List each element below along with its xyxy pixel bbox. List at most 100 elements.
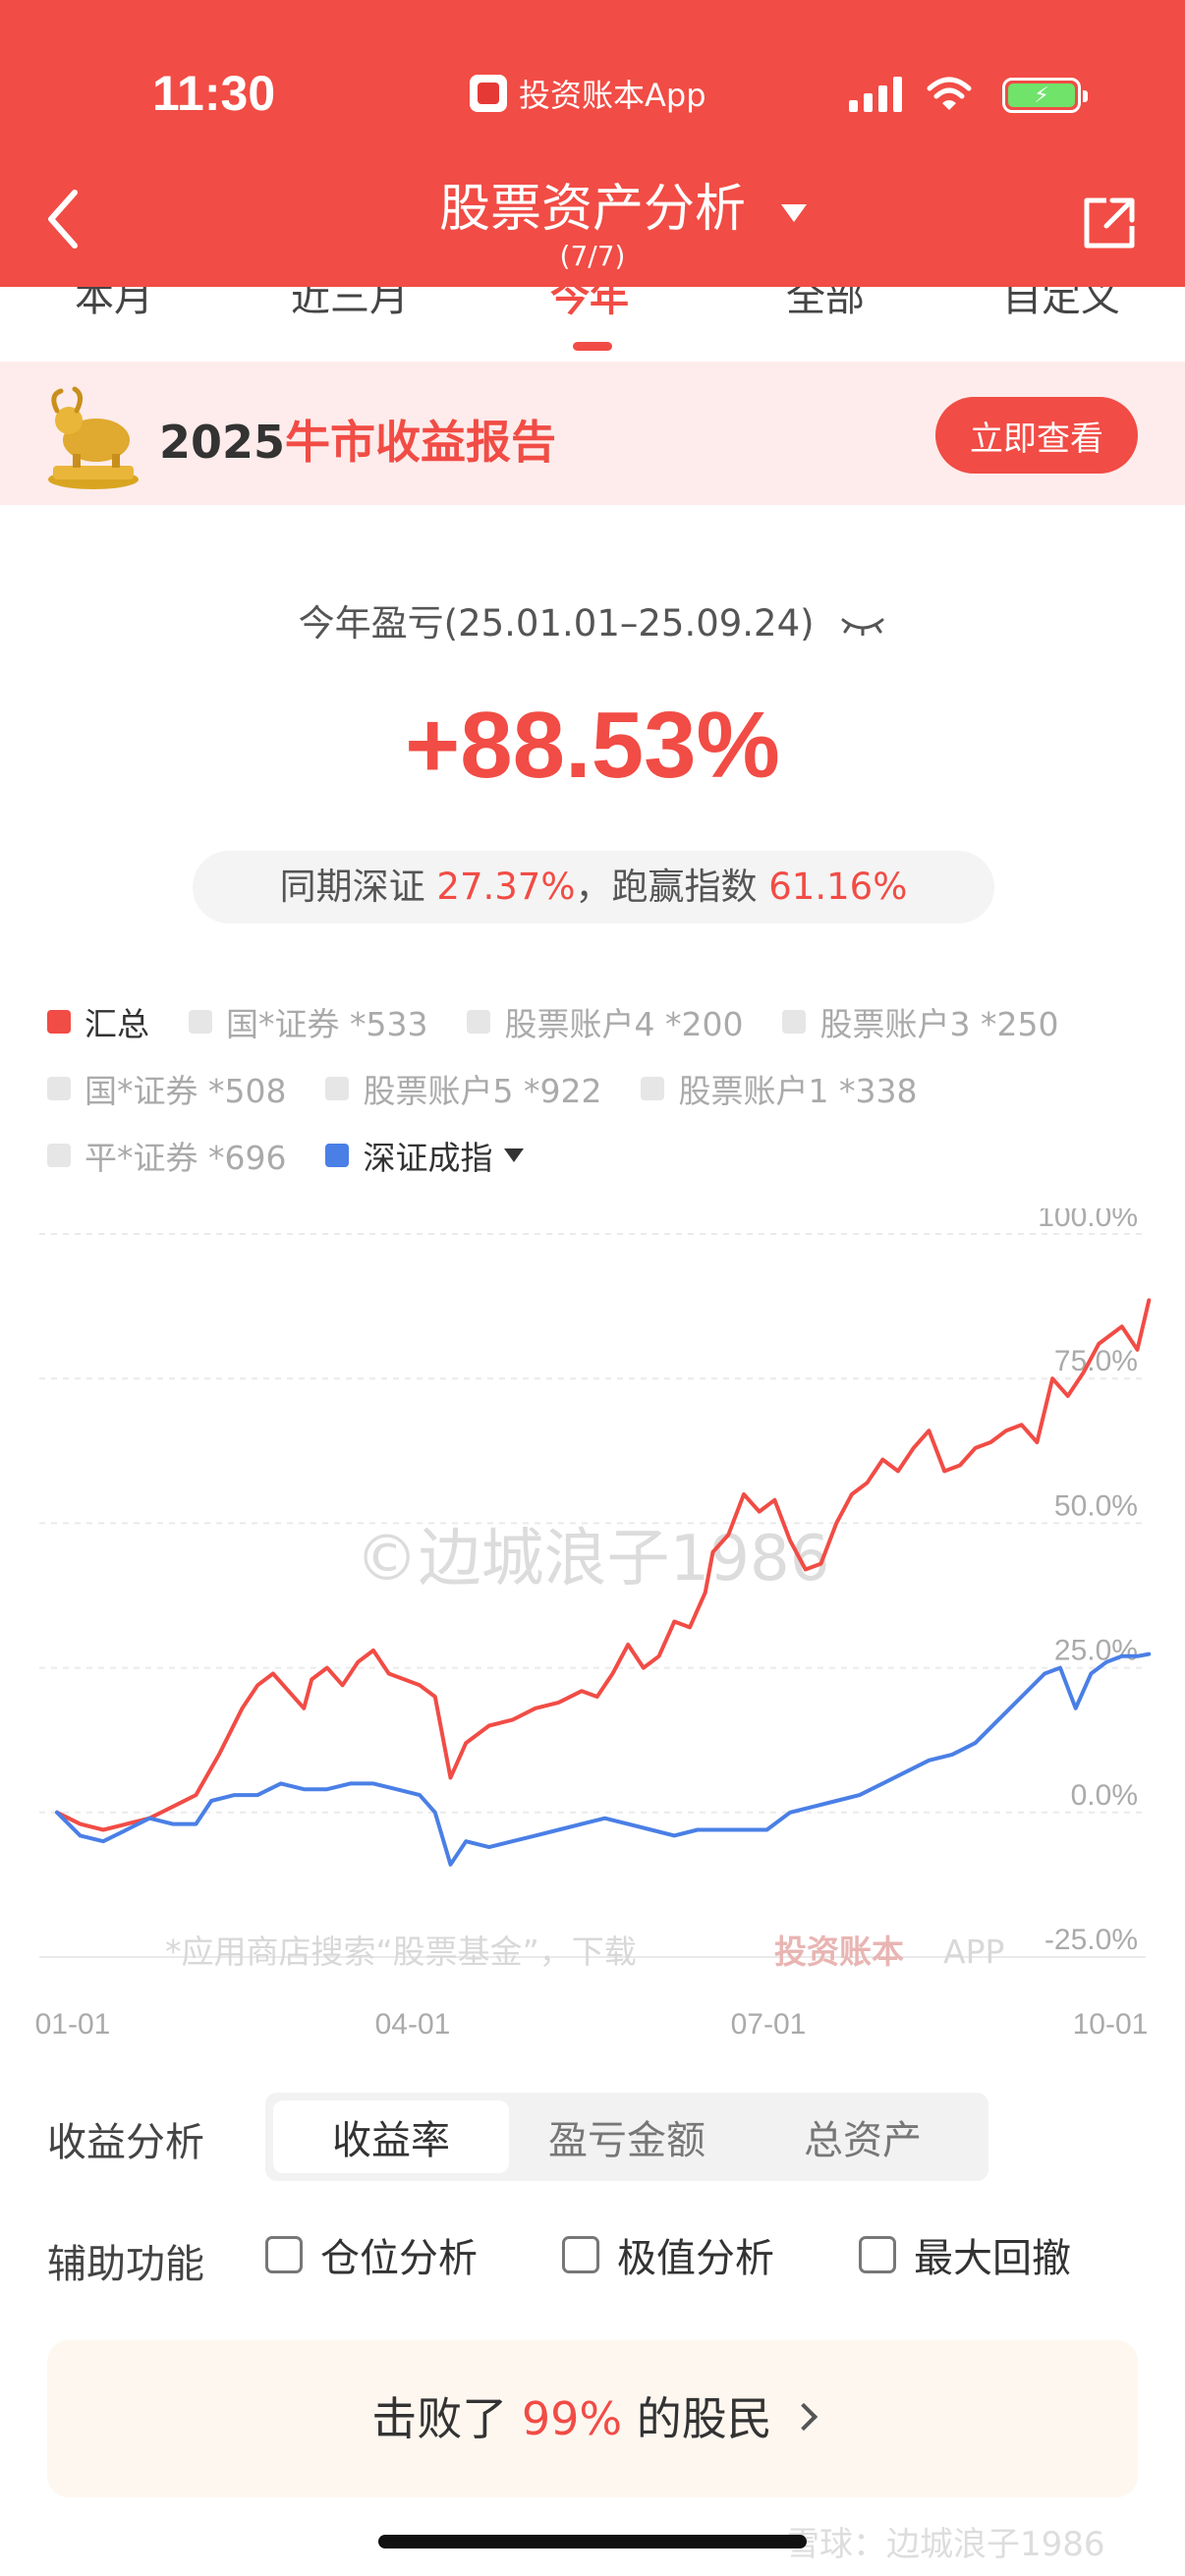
series-line-summary	[55, 1298, 1152, 1832]
legend-label: 汇总	[85, 1005, 149, 1043]
tab-custom[interactable]: 自定义	[1002, 287, 1120, 320]
legend-item-account[interactable]: 股票账户1 *338	[641, 1065, 917, 1112]
legend-item-account[interactable]: 平*证券 *696	[47, 1132, 286, 1179]
legend-swatch	[47, 1010, 71, 1034]
beat-investors-card[interactable]: 击败了 99% 的股民	[47, 2340, 1138, 2497]
chart-footnote-suffix: APP	[943, 1932, 1004, 1971]
eye-closed-icon[interactable]	[839, 616, 886, 636]
beat-suffix: 的股民	[622, 2392, 772, 2445]
legend-label: 股票账户5 *922	[363, 1072, 602, 1110]
y-tick-label: 100.0%	[1038, 1208, 1138, 1233]
app-header: 11:30 投资账本App ⚡ 股票资产分析 (7/7)	[0, 0, 1185, 287]
y-tick-label: 25.0%	[1054, 1635, 1138, 1667]
compare-beat-pct: 61.16%	[768, 866, 908, 908]
position-analysis-checkbox[interactable]: 仓位分析	[265, 2226, 478, 2283]
checkbox-box[interactable]	[562, 2236, 599, 2273]
tab-three-months[interactable]: 近三月	[291, 287, 409, 320]
app-icon	[470, 75, 507, 112]
analysis-segmented-control: 收益率 盈亏金额 总资产	[265, 2093, 988, 2181]
share-icon[interactable]	[1081, 195, 1138, 252]
legend-row-3: 平*证券 *696 深证成指	[47, 1132, 563, 1179]
x-tick-label: 10-01	[1073, 2008, 1149, 2041]
index-comparison: 同期深证 27.37%，跑赢指数 61.16%	[193, 851, 994, 924]
view-report-button[interactable]: 立即查看	[935, 397, 1138, 474]
return-chart[interactable]: 100.0%75.0%50.0%25.0%0.0%-25.0%©边城浪子1986…	[0, 1208, 1185, 2073]
legend-row-2: 国*证券 *508 股票账户5 *922 股票账户1 *338	[47, 1065, 956, 1112]
checkbox-box[interactable]	[265, 2236, 303, 2273]
x-tick-label: 01-01	[35, 2008, 111, 2041]
legend-item-account[interactable]: 国*证券 *508	[47, 1065, 286, 1112]
golden-bull-icon	[48, 386, 139, 489]
legend-swatch	[325, 1077, 350, 1100]
extreme-analysis-checkbox[interactable]: 极值分析	[562, 2226, 774, 2283]
legend-swatch	[189, 1010, 212, 1034]
checkbox-label: 极值分析	[617, 2236, 774, 2281]
compare-prefix: 同期深证	[279, 866, 437, 908]
checkbox-label: 最大回撤	[914, 2236, 1071, 2281]
period-text: 今年盈亏(25.01.01–25.09.24)	[298, 602, 815, 644]
y-tick-label: 50.0%	[1054, 1489, 1138, 1522]
legend-label: 深证成指	[363, 1139, 493, 1177]
legend-label: 平*证券 *696	[85, 1139, 287, 1177]
tab-this-month[interactable]: 本月	[75, 287, 153, 320]
legend-label: 国*证券 *508	[85, 1072, 287, 1110]
active-tab-indicator	[573, 342, 612, 351]
legend-label: 股票账户4 *200	[504, 1005, 744, 1043]
legend-item-account[interactable]: 股票账户4 *200	[467, 998, 743, 1045]
legend-swatch	[782, 1010, 807, 1034]
legend-swatch	[641, 1077, 665, 1100]
footer-watermark: 雪球：边城浪子1986	[786, 2525, 1105, 2564]
period-tabs: 本月 近三月 今年 全部 自定义	[0, 287, 1185, 360]
legend-item-account[interactable]: 国*证券 *533	[189, 998, 427, 1045]
status-time: 11:30	[152, 66, 276, 121]
index-dropdown-icon	[504, 1148, 525, 1162]
legend-item-account[interactable]: 股票账户5 *922	[325, 1065, 601, 1112]
segment-return-rate[interactable]: 收益率	[273, 2100, 509, 2173]
wifi-icon	[927, 77, 972, 110]
banner-text: 牛市收益报告	[285, 416, 557, 469]
tab-this-year[interactable]: 今年	[550, 287, 629, 320]
beat-pct: 99%	[521, 2392, 623, 2445]
max-drawdown-checkbox[interactable]: 最大回撤	[859, 2226, 1071, 2283]
battery-charging-icon: ⚡	[1002, 78, 1088, 113]
legend-item-index[interactable]: 深证成指	[325, 1132, 525, 1179]
series-line-index	[55, 1652, 1152, 1867]
tab-all[interactable]: 全部	[786, 287, 865, 320]
legend-label: 国*证券 *533	[226, 1005, 428, 1043]
status-app-indicator[interactable]: 投资账本App	[470, 71, 706, 116]
segment-total-assets[interactable]: 总资产	[745, 2100, 981, 2173]
period-label: 今年盈亏(25.01.01–25.09.24)	[0, 593, 1185, 646]
legend-item-account[interactable]: 股票账户3 *250	[782, 998, 1058, 1045]
compare-mid: ，跑赢指数	[575, 866, 769, 908]
banner-year: 2025	[159, 416, 286, 469]
legend-label: 股票账户1 *338	[678, 1072, 918, 1110]
page-subtitle: (7/7)	[559, 240, 626, 272]
legend-swatch	[325, 1144, 350, 1167]
banner-title: 2025牛市收益报告	[159, 407, 556, 472]
checkbox-box[interactable]	[859, 2236, 896, 2273]
status-app-label: 投资账本App	[519, 77, 706, 114]
x-tick-label: 04-01	[375, 2008, 451, 2041]
legend-swatch	[47, 1144, 71, 1167]
y-tick-label: 0.0%	[1071, 1779, 1138, 1812]
report-banner[interactable]: 2025牛市收益报告 立即查看	[0, 362, 1185, 505]
y-tick-label: -25.0%	[1044, 1924, 1138, 1956]
page-title-wrap[interactable]: 股票资产分析	[0, 167, 1185, 241]
chevron-right-icon	[789, 2402, 818, 2431]
legend-label: 股票账户3 *250	[819, 1005, 1059, 1043]
checkbox-label: 仓位分析	[320, 2236, 478, 2281]
home-indicator[interactable]	[378, 2535, 807, 2548]
total-return: +88.53%	[405, 693, 780, 798]
legend-item-summary[interactable]: 汇总	[47, 998, 149, 1045]
legend-swatch	[467, 1010, 491, 1034]
analysis-label: 收益分析	[47, 2120, 204, 2165]
title-dropdown-icon	[781, 204, 807, 222]
segment-profit-amount[interactable]: 盈亏金额	[509, 2100, 745, 2173]
chart-footnote: *应用商店搜索“股票基金”，下载	[165, 1932, 637, 1971]
beat-prefix: 击败了	[371, 2392, 522, 2445]
back-arrow-icon[interactable]	[39, 185, 88, 253]
chart-footnote-brand: 投资账本	[774, 1932, 904, 1971]
x-tick-label: 07-01	[731, 2008, 807, 2041]
cellular-signal-icon	[849, 77, 902, 112]
page-title: 股票资产分析	[438, 180, 746, 239]
